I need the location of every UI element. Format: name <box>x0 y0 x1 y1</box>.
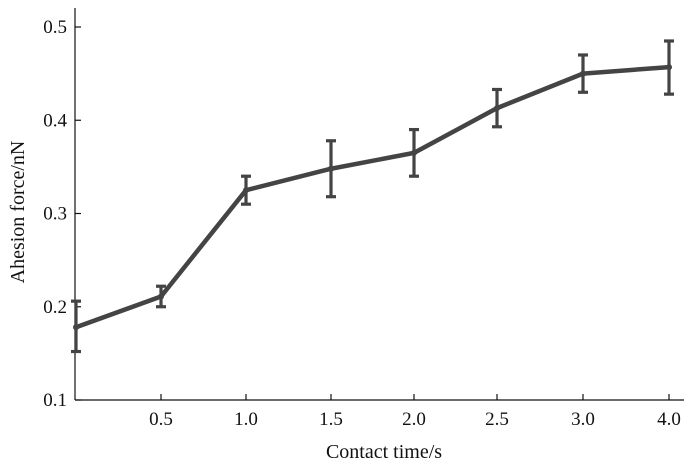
x-tick-label: 2.5 <box>485 409 509 430</box>
y-tick-label: 0.2 <box>43 297 67 318</box>
data-point <box>666 64 672 71</box>
series-line <box>73 64 672 330</box>
x-tick-label: 0.5 <box>149 409 173 430</box>
data-point <box>411 149 417 156</box>
x-tick-label: 4.0 <box>657 409 681 430</box>
x-tick-label: 1.5 <box>319 409 343 430</box>
data-point <box>73 324 79 331</box>
y-axis-title: Ahesion force/nN <box>7 141 29 284</box>
x-tick-label: 3.0 <box>571 409 595 430</box>
y-tick-label: 0.1 <box>43 390 67 411</box>
x-tick-label: 2.0 <box>402 409 426 430</box>
data-point <box>580 70 586 77</box>
data-point <box>328 165 334 172</box>
y-axis-ticks: 0.1 0.2 0.3 0.4 0.5 <box>43 17 81 411</box>
x-tick-label: 1.0 <box>234 409 258 430</box>
data-series <box>71 39 674 354</box>
y-tick-label: 0.5 <box>43 17 67 38</box>
x-axis-ticks: 0.5 1.0 1.5 2.0 2.5 3.0 4.0 <box>149 394 681 430</box>
data-point <box>158 293 164 300</box>
y-tick-label: 0.4 <box>43 110 67 131</box>
x-axis-title: Contact time/s <box>326 441 442 463</box>
data-point <box>494 105 500 112</box>
y-tick-label: 0.3 <box>43 204 67 225</box>
data-point <box>243 187 249 194</box>
